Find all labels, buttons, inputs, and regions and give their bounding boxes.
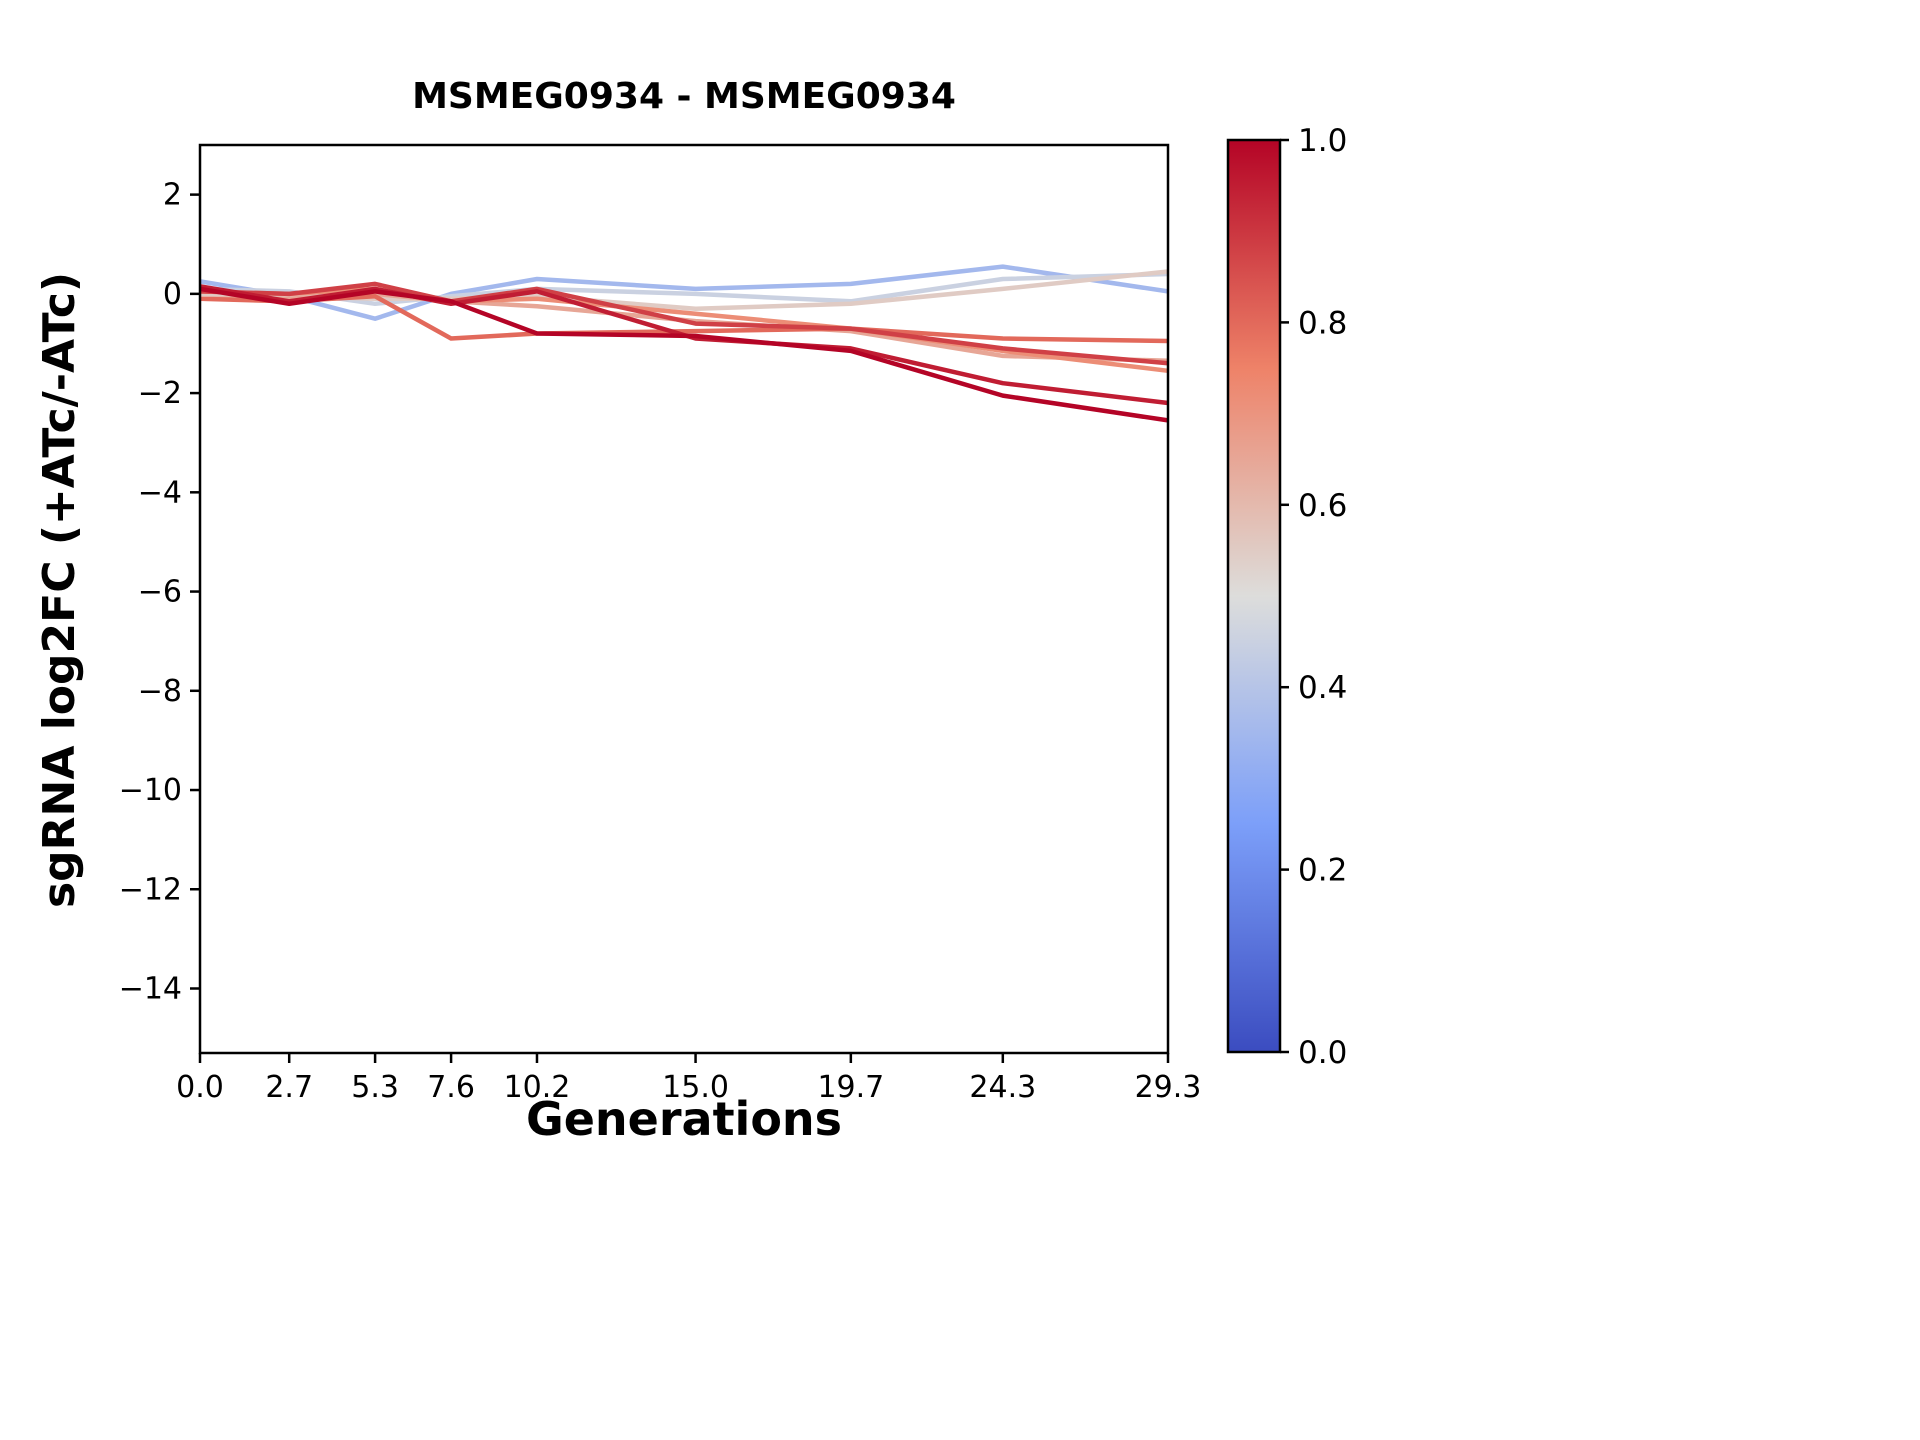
y-tick-label: −6 — [138, 575, 182, 610]
colorbar-tick-label: 0.8 — [1298, 305, 1347, 341]
y-tick-label: −8 — [138, 674, 182, 709]
y-tick-label: 2 — [163, 178, 182, 213]
x-tick-label: 24.3 — [969, 1070, 1036, 1105]
x-tick-label: 0.0 — [176, 1070, 224, 1105]
series-line-sgRNA-2 — [199, 284, 1169, 406]
x-tick-label: 5.3 — [351, 1070, 399, 1105]
x-tick-label: 7.6 — [427, 1070, 475, 1105]
colorbar-tick-label: 1.0 — [1298, 123, 1347, 159]
chart-title: MSMEG0934 - MSMEG0934 — [412, 76, 956, 117]
y-tick-label: 0 — [163, 277, 182, 312]
x-tick-label: 10.2 — [504, 1070, 571, 1105]
colorbar-tick-label: 0.0 — [1298, 1035, 1347, 1071]
y-tick-label: −2 — [138, 376, 182, 411]
colorbar-tick-label: 0.6 — [1298, 488, 1347, 524]
y-tick-label: −14 — [119, 971, 182, 1006]
x-tick-label: 2.7 — [265, 1070, 313, 1105]
plot-border — [198, 143, 1170, 1055]
x-tick-label: 29.3 — [1135, 1070, 1202, 1105]
series-line-sgRNA-1 — [199, 286, 1169, 423]
colorbar-gradient — [1228, 140, 1280, 1052]
colorbar-tick-label: 0.2 — [1298, 853, 1347, 889]
y-tick-label: −10 — [119, 773, 182, 808]
y-tick-label: −12 — [119, 872, 182, 907]
x-tick-label: 19.7 — [817, 1070, 884, 1105]
series-line-sgRNA-3 — [199, 281, 1169, 366]
y-tick-label: −4 — [138, 475, 182, 510]
x-tick-label: 15.0 — [662, 1070, 729, 1105]
colorbar-tick-label: 0.4 — [1298, 670, 1347, 706]
colorbar-border — [1226, 138, 1282, 1054]
x-axis-label: Generations — [525, 1092, 843, 1146]
series-line-sgRNA-9 — [199, 264, 1169, 321]
